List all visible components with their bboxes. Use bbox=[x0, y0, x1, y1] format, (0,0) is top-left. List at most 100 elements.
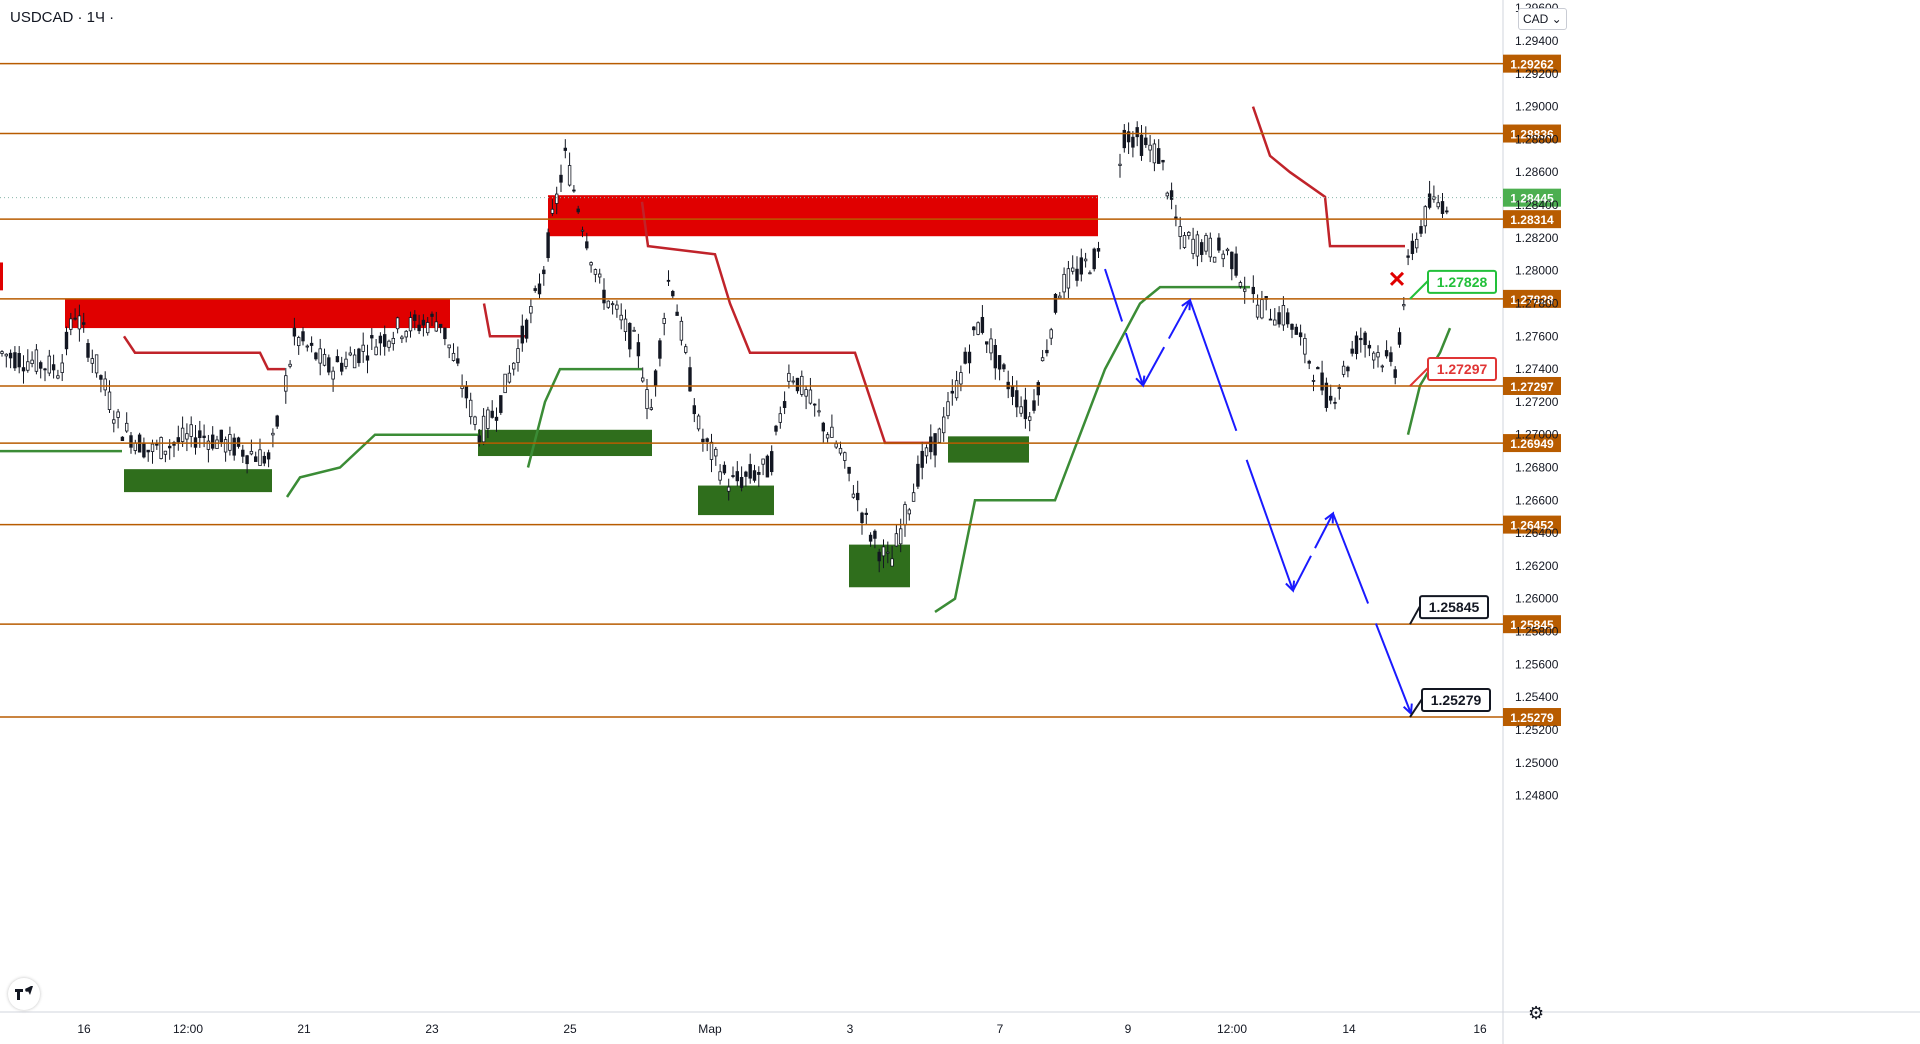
level-price-label: 1.26452 bbox=[1510, 519, 1554, 533]
candle bbox=[13, 352, 17, 369]
candle bbox=[765, 455, 770, 478]
candle bbox=[989, 338, 993, 354]
candle bbox=[206, 440, 211, 450]
candle bbox=[1217, 237, 1221, 251]
level-price-tag bbox=[1503, 708, 1561, 727]
candle bbox=[1028, 416, 1032, 421]
candle bbox=[219, 429, 223, 443]
level-price-label: 1.27828 bbox=[1510, 293, 1554, 307]
candle bbox=[1307, 360, 1311, 364]
candle bbox=[125, 422, 129, 432]
candle bbox=[245, 455, 249, 465]
x-tick-label: 23 bbox=[425, 1022, 439, 1036]
candle bbox=[1118, 163, 1122, 166]
candle bbox=[1402, 304, 1406, 307]
candle bbox=[77, 315, 82, 330]
settings-gear-icon[interactable]: ⚙ bbox=[1528, 1003, 1545, 1023]
candle bbox=[1363, 332, 1367, 346]
candle bbox=[950, 390, 954, 394]
currency-button[interactable]: CAD ⌄ bbox=[1518, 8, 1567, 30]
candle bbox=[86, 343, 90, 358]
candle bbox=[649, 407, 653, 410]
candle bbox=[163, 450, 168, 455]
projected-path-segment bbox=[1142, 346, 1166, 386]
candle bbox=[615, 304, 619, 310]
candle bbox=[714, 448, 718, 457]
candle bbox=[1255, 304, 1260, 318]
level-price-tag bbox=[1503, 615, 1561, 634]
candle bbox=[1423, 206, 1427, 227]
candle bbox=[1040, 357, 1045, 362]
candle bbox=[30, 359, 34, 364]
candle bbox=[1243, 288, 1247, 292]
candle bbox=[314, 352, 318, 360]
candle bbox=[1204, 235, 1208, 252]
candle bbox=[550, 208, 555, 214]
level-price-tag bbox=[1503, 54, 1561, 73]
candle bbox=[494, 416, 499, 421]
y-tick-label: 1.28400 bbox=[1515, 198, 1559, 212]
callout-pointer bbox=[1409, 280, 1429, 300]
candle bbox=[301, 331, 305, 342]
candle bbox=[374, 346, 378, 356]
y-tick-label: 1.26400 bbox=[1515, 526, 1559, 540]
x-tick-label: 9 bbox=[1125, 1022, 1132, 1036]
candle bbox=[641, 377, 645, 382]
candle bbox=[142, 442, 146, 458]
callout-label: 1.25279 bbox=[1431, 692, 1482, 708]
candle bbox=[215, 439, 219, 449]
candle bbox=[352, 354, 357, 369]
candle bbox=[159, 437, 163, 459]
y-tick-label: 1.28000 bbox=[1515, 264, 1559, 278]
y-tick-label: 1.29400 bbox=[1515, 34, 1559, 48]
projected-path-segment bbox=[1292, 555, 1312, 592]
candle bbox=[868, 534, 873, 542]
candle bbox=[542, 269, 546, 275]
candle bbox=[1290, 323, 1294, 330]
candle bbox=[658, 340, 662, 359]
candle bbox=[1079, 257, 1083, 275]
candle bbox=[357, 348, 361, 364]
candle bbox=[1032, 400, 1036, 411]
candle bbox=[1139, 134, 1144, 156]
candle bbox=[778, 413, 782, 423]
candle bbox=[1208, 237, 1212, 258]
candle bbox=[1354, 335, 1359, 355]
candle bbox=[761, 458, 765, 465]
candle bbox=[980, 316, 985, 333]
demand-zone bbox=[948, 436, 1029, 463]
supply-zone bbox=[548, 195, 1098, 237]
candle bbox=[795, 377, 800, 392]
y-tick-label: 1.28800 bbox=[1515, 132, 1559, 146]
candle bbox=[21, 367, 26, 372]
candle bbox=[47, 355, 51, 374]
x-tick-label: 12:00 bbox=[1217, 1022, 1247, 1036]
candle bbox=[1178, 226, 1182, 237]
tradingview-logo-icon[interactable] bbox=[8, 978, 40, 1010]
x-tick-label: 3 bbox=[847, 1022, 854, 1036]
candle bbox=[1122, 129, 1126, 149]
candle bbox=[481, 415, 486, 443]
demand-zone bbox=[124, 469, 272, 493]
candle bbox=[976, 322, 980, 335]
candle bbox=[0, 351, 4, 354]
candle bbox=[1367, 344, 1372, 349]
callout-label: 1.27297 bbox=[1437, 361, 1488, 377]
candle bbox=[327, 357, 331, 373]
candle bbox=[589, 262, 593, 266]
y-tick-label: 1.27600 bbox=[1515, 329, 1559, 343]
candle bbox=[1389, 352, 1393, 362]
symbol-title: USDCAD · 1Ч · bbox=[10, 9, 115, 26]
candle bbox=[555, 193, 559, 204]
callout-box bbox=[1427, 269, 1497, 294]
candle bbox=[176, 437, 180, 443]
y-tick-label: 1.25800 bbox=[1515, 625, 1559, 639]
projected-path-arrowhead bbox=[1324, 511, 1335, 524]
candle bbox=[886, 551, 890, 554]
candle bbox=[56, 375, 60, 379]
candle bbox=[1273, 319, 1277, 326]
candle bbox=[241, 449, 245, 457]
candle bbox=[451, 352, 456, 361]
candle bbox=[1311, 380, 1316, 382]
